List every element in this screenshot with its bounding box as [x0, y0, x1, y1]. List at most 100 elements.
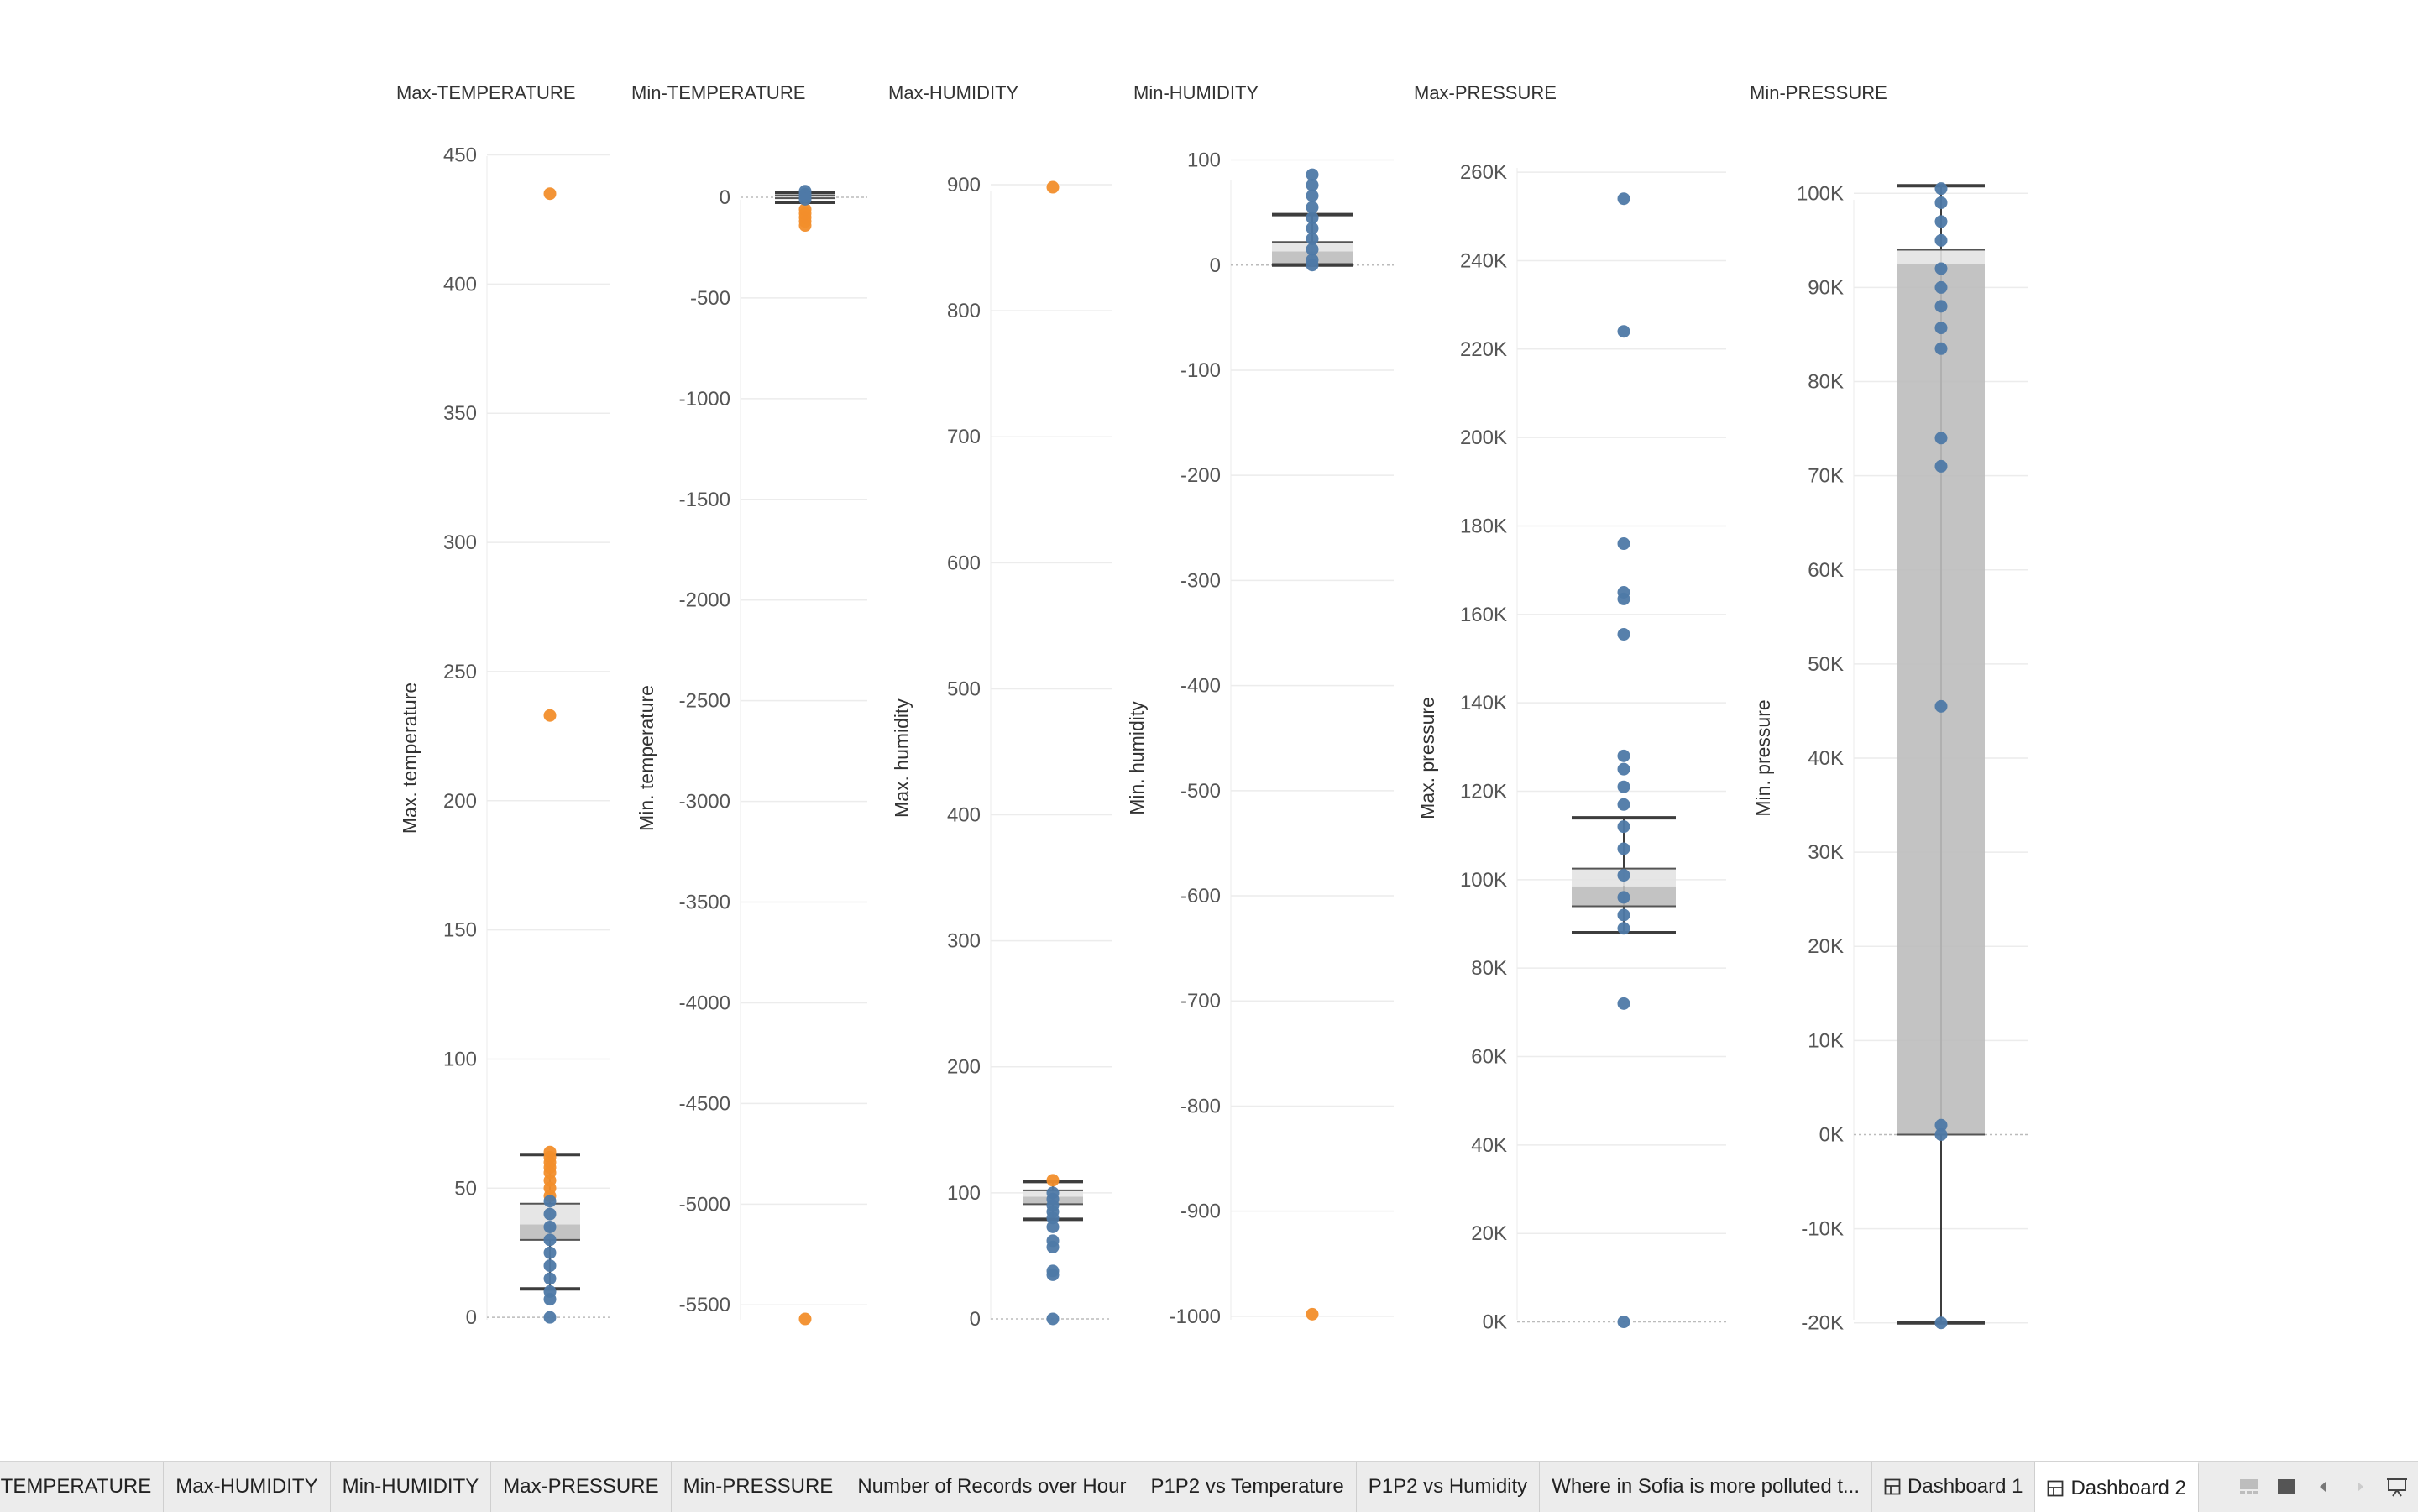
tick-label: 100K	[1460, 869, 1507, 892]
sheet-tab[interactable]: in-TEMPERATURE	[0, 1462, 165, 1512]
y-axis-label: Min. humidity	[1126, 701, 1148, 815]
data-point	[1046, 1312, 1060, 1326]
data-point	[1617, 192, 1630, 206]
tick-label: 0K	[1819, 1123, 1844, 1146]
tick-label: 80K	[1471, 957, 1507, 980]
panel-title: Min-PRESSURE	[1750, 82, 1887, 103]
sheet-tab[interactable]: Dashboard 1	[1872, 1462, 2036, 1512]
sheet-tab-label: P1P2 vs Temperature	[1150, 1475, 1344, 1498]
sheet-tab[interactable]: Min-HUMIDITY	[331, 1462, 492, 1512]
tick-label: -10K	[1801, 1218, 1844, 1241]
sheet-tab[interactable]: Number of Records over Hour	[845, 1462, 1139, 1512]
sheet-tab[interactable]: Max-HUMIDITY	[164, 1462, 331, 1512]
sheet-tab[interactable]: Where in Sofia is more polluted t...	[1540, 1462, 1873, 1512]
single-view-icon[interactable]	[2274, 1474, 2299, 1499]
data-point	[1617, 869, 1630, 882]
tick-label: -500	[1180, 780, 1221, 803]
sheet-tab[interactable]: P1P2 vs Humidity	[1357, 1462, 1541, 1512]
data-point	[1046, 1220, 1060, 1233]
tick-label: 500	[947, 678, 981, 700]
boxplot-panel-5: Max-PRESSURE Max. pressure 0K 20K 40K 60K 80K 1…	[1414, 82, 1726, 1334]
data-point	[543, 1259, 557, 1273]
tick-label: 80K	[1808, 371, 1844, 394]
tick-label: -600	[1180, 885, 1221, 908]
tick-label: 260K	[1460, 161, 1507, 184]
data-point	[1306, 201, 1319, 214]
tick-label: 240K	[1460, 249, 1507, 272]
dashboard-grid-icon	[1884, 1478, 1901, 1495]
data-point	[1306, 189, 1319, 202]
boxplot-panel-4: Min-HUMIDITY Min. humidity 100 0 -100 -200 -30…	[1126, 82, 1394, 1328]
tick-label: -4500	[679, 1092, 730, 1115]
tick-label: -1000	[679, 388, 730, 411]
data-point	[1934, 459, 1948, 473]
tick-label: 120K	[1460, 781, 1507, 803]
tick-label: 220K	[1460, 338, 1507, 361]
data-point	[1934, 342, 1948, 355]
data-point	[1306, 232, 1319, 245]
data-point	[1306, 179, 1319, 192]
data-point	[1934, 1127, 1948, 1141]
y-axis-label: Max. temperature	[399, 683, 421, 834]
tick-label: 100	[1187, 149, 1221, 172]
panel-title: Max-HUMIDITY	[888, 82, 1019, 103]
sheet-tab[interactable]: Min-PRESSURE	[672, 1462, 846, 1512]
tick-label: 300	[443, 531, 477, 554]
tick-label: 300	[947, 930, 981, 953]
tick-label: 800	[947, 300, 981, 322]
data-point	[1617, 780, 1630, 793]
data-point	[1306, 243, 1319, 256]
tick-label: 0	[970, 1308, 981, 1331]
previous-sheet-icon[interactable]	[2311, 1474, 2336, 1499]
sheet-tab[interactable]: Max-PRESSURE	[491, 1462, 672, 1512]
tick-label: 10K	[1808, 1029, 1844, 1052]
tick-label: 450	[443, 144, 477, 167]
data-point	[1617, 891, 1630, 904]
tick-label: -200	[1180, 464, 1221, 487]
data-point	[1617, 592, 1630, 605]
data-point	[1306, 211, 1319, 224]
tick-label: 600	[947, 552, 981, 574]
boxplot-panel-2: Min-TEMPERATURE Min. temperature 0 -500 -100…	[631, 82, 867, 1326]
data-point	[1617, 749, 1630, 762]
sheet-tab-label: Dashboard 1	[1908, 1475, 2023, 1498]
tick-label: 900	[947, 174, 981, 196]
y-axis-label: Min. temperature	[636, 685, 657, 831]
data-point	[543, 709, 557, 722]
data-point	[543, 1195, 557, 1208]
presentation-mode-icon[interactable]	[2384, 1474, 2410, 1499]
sheet-tab-label: P1P2 vs Humidity	[1368, 1475, 1528, 1498]
filmstrip-view-icon[interactable]	[2237, 1474, 2262, 1499]
tick-label: -5500	[679, 1294, 730, 1316]
data-point	[1934, 280, 1948, 294]
data-point	[543, 1220, 557, 1233]
y-axis-label: Max. humidity	[891, 698, 913, 818]
sheet-tab-label: Max-HUMIDITY	[175, 1475, 318, 1498]
panel-title: Min-HUMIDITY	[1133, 82, 1259, 103]
tick-label: 30K	[1808, 841, 1844, 864]
sheet-tab[interactable]: Dashboard 2	[2035, 1462, 2199, 1512]
data-point	[543, 1311, 557, 1324]
data-point	[1306, 1307, 1319, 1321]
tick-label: 20K	[1471, 1222, 1507, 1245]
tick-label: 0	[720, 186, 730, 209]
tick-label: 50K	[1808, 653, 1844, 676]
data-point	[1617, 922, 1630, 935]
tick-label: -2500	[679, 690, 730, 713]
boxplot-panel-3: Max-HUMIDITY Max. humidity 0 100 200 300 400 50…	[888, 82, 1112, 1331]
tick-label: 40K	[1808, 747, 1844, 770]
data-point	[1617, 1316, 1630, 1329]
next-sheet-icon[interactable]	[2347, 1474, 2373, 1499]
data-point	[1934, 196, 1948, 209]
tick-label: 40K	[1471, 1134, 1507, 1157]
data-point	[1306, 168, 1319, 181]
box-upper	[1897, 249, 1985, 264]
tick-label: 160K	[1460, 604, 1507, 626]
sheet-tab[interactable]: P1P2 vs Temperature	[1138, 1462, 1357, 1512]
tick-label: 700	[947, 426, 981, 448]
tick-label: 200K	[1460, 426, 1507, 449]
data-point	[1617, 762, 1630, 776]
data-point	[1617, 325, 1630, 338]
tick-label: 60K	[1471, 1046, 1507, 1069]
tick-label: 0K	[1483, 1311, 1507, 1334]
